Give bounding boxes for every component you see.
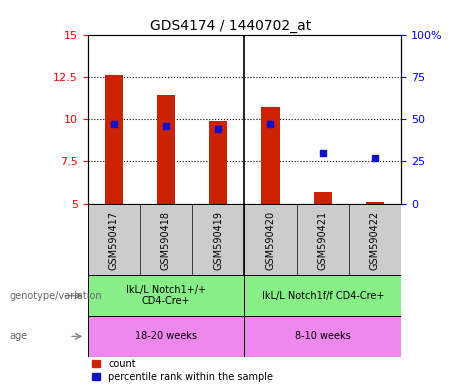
Bar [157, 95, 175, 204]
Point [162, 123, 170, 129]
Bar [261, 107, 279, 204]
Point [267, 121, 274, 127]
Bar [105, 75, 123, 204]
Text: GSM590418: GSM590418 [161, 210, 171, 270]
Bar [244, 316, 401, 357]
Text: IkL/L Notch1f/f CD4-Cre+: IkL/L Notch1f/f CD4-Cre+ [261, 291, 384, 301]
Text: GSM590419: GSM590419 [213, 210, 223, 270]
Bar [313, 192, 332, 204]
Legend: count, percentile rank within the sample: count, percentile rank within the sample [93, 359, 273, 382]
Bar [88, 275, 244, 317]
Bar [209, 121, 227, 204]
Point [371, 155, 378, 161]
Bar [366, 202, 384, 204]
Bar [244, 275, 401, 317]
Point [110, 121, 118, 127]
Text: GSM590421: GSM590421 [318, 210, 328, 270]
Text: age: age [9, 331, 27, 341]
Point [214, 126, 222, 132]
Text: GSM590417: GSM590417 [109, 210, 119, 270]
Text: 18-20 weeks: 18-20 weeks [135, 331, 197, 341]
Text: GDS4174 / 1440702_at: GDS4174 / 1440702_at [150, 19, 311, 33]
Text: IkL/L Notch1+/+
CD4-Cre+: IkL/L Notch1+/+ CD4-Cre+ [126, 285, 206, 306]
Text: genotype/variation: genotype/variation [9, 291, 102, 301]
Text: 8-10 weeks: 8-10 weeks [295, 331, 350, 341]
Point [319, 150, 326, 156]
Text: GSM590420: GSM590420 [266, 210, 276, 270]
Text: GSM590422: GSM590422 [370, 210, 380, 270]
Bar [88, 316, 244, 357]
